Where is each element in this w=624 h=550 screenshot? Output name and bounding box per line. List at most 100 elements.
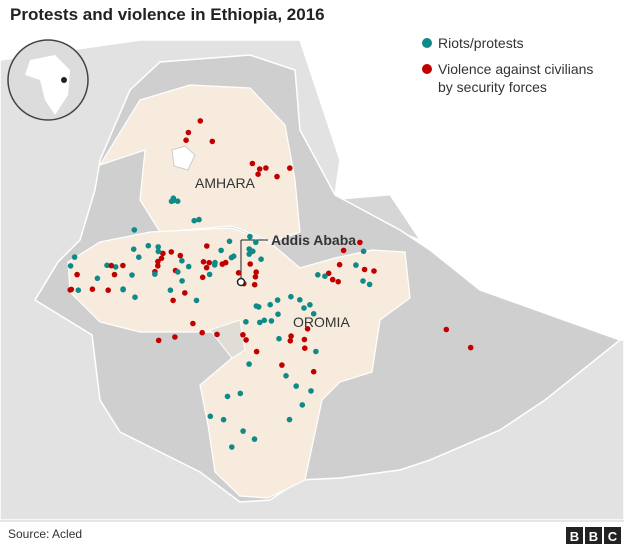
event-dot [129,272,135,278]
event-dot [288,333,294,339]
event-dot [206,259,212,266]
event-dot [226,238,233,245]
event-dot [71,254,78,260]
event-dot [353,262,359,268]
event-dot [155,337,162,344]
event-dot [274,173,280,180]
event-dot [152,271,158,277]
event-dot [207,413,214,420]
event-dot [360,278,366,284]
title: Protests and violence in Ethiopia, 2016 [10,5,325,24]
event-dot [301,336,308,343]
legend-label: Violence against civilians [438,61,593,77]
event-dot [130,246,137,252]
event-dot [209,138,216,145]
event-dot [179,258,185,264]
event-dot [160,250,166,257]
event-dot [325,270,332,277]
event-dot [257,319,263,326]
event-dot [155,263,161,269]
event-dot [247,233,253,240]
event-dot [174,198,181,204]
event-dot [206,271,213,278]
globe-marker [61,77,67,83]
event-dot [229,444,235,450]
event-dot [253,269,259,275]
event-dot [251,436,258,442]
event-dot [310,368,317,375]
event-dot [279,362,285,368]
event-dot [182,290,188,296]
source: Source: Acled [8,527,82,541]
event-dot [172,334,178,340]
event-dot [203,264,210,271]
event-dot [252,274,259,280]
event-dot [301,305,307,311]
logo-letter: B [589,529,598,544]
event-dot [179,278,185,284]
event-dot [196,216,202,223]
event-dot [371,268,377,274]
event-dot [255,171,261,177]
event-dot [302,345,308,352]
event-dot [249,160,256,167]
legend-swatch [422,38,432,48]
event-dot [288,293,294,300]
city-marker [236,277,246,287]
event-dot [112,264,119,270]
event-dot [315,272,321,278]
event-dot [276,335,282,342]
event-dot [237,390,244,397]
event-dot [145,242,152,249]
event-dot [246,246,252,252]
event-dot [199,329,205,336]
event-dot [190,320,196,327]
event-dot [177,252,184,259]
event-dot [185,129,192,136]
event-dot [211,262,218,268]
event-dot [235,270,242,276]
event-dot [67,263,74,269]
event-dot [287,338,294,344]
event-dot [220,416,227,423]
event-dot [158,255,165,262]
event-dot [467,344,474,351]
event-dot [240,428,246,434]
event-dot [240,332,246,338]
event-dot [256,166,263,172]
event-dot [155,244,161,250]
event-dot [246,361,252,367]
event-dot [251,281,258,288]
event-dot [340,247,347,254]
africa-silhouette [25,55,70,115]
event-dot [214,331,220,338]
event-dot [167,287,174,294]
event-dot [155,248,162,255]
event-dot [268,318,275,324]
logo-letter: B [570,529,579,544]
event-dot [131,227,138,233]
event-dot [89,286,96,293]
event-dot [136,254,142,260]
event-dot [185,263,192,270]
event-dot [120,286,126,293]
event-dot [253,303,260,309]
event-dot [104,262,110,269]
logo-block [604,527,621,544]
event-dot [336,261,343,268]
event-dot [310,311,317,317]
event-dot [243,319,249,325]
event-dot [361,266,368,273]
event-dot [243,337,249,343]
event-dot [366,281,373,288]
event-dot [275,311,281,318]
event-dot [304,326,311,332]
event-dot [335,278,342,285]
logo-block [585,527,602,544]
legend-swatch [422,64,432,74]
event-dot [204,243,210,249]
event-dot [307,302,313,308]
legend-label: by security forces [438,79,547,95]
